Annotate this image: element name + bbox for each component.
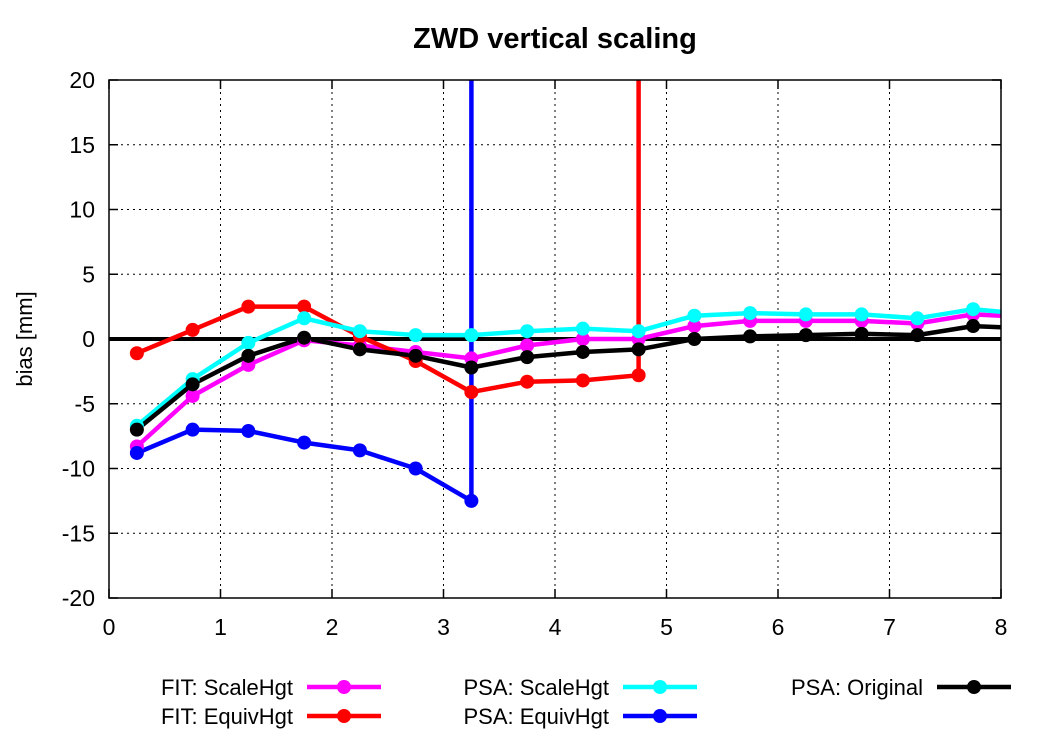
series-line — [135, 306, 1001, 428]
y-tick-label: -5 — [75, 391, 95, 417]
data-point — [408, 328, 423, 343]
legend-label: FIT: ScaleHgt — [161, 675, 293, 700]
legend-label: PSA: EquivHgt — [463, 704, 609, 729]
data-point — [687, 308, 702, 323]
data-point — [352, 342, 367, 357]
data-point — [910, 311, 925, 326]
data-point — [185, 422, 200, 437]
data-point — [910, 328, 925, 343]
data-point — [185, 322, 200, 337]
data-point — [352, 324, 367, 339]
data-point — [464, 385, 479, 400]
y-tick-label: 5 — [82, 261, 95, 287]
x-tick-label: 4 — [549, 614, 562, 640]
data-point — [631, 342, 646, 357]
data-point — [854, 307, 869, 322]
legend-label: PSA: Original — [791, 675, 923, 700]
data-point — [408, 461, 423, 476]
data-point — [408, 348, 423, 363]
y-tick-label: -15 — [62, 520, 95, 546]
data-point — [687, 332, 702, 346]
data-point — [241, 348, 256, 363]
data-point — [185, 388, 200, 403]
x-tick-label: 3 — [437, 614, 450, 640]
data-point — [854, 326, 869, 341]
x-tick-label: 0 — [103, 614, 116, 640]
x-tick-label: 1 — [214, 614, 227, 640]
legend-swatch-marker — [653, 680, 667, 694]
plot-frame — [108, 79, 1002, 599]
chart-title: ZWD vertical scaling — [413, 23, 697, 55]
y-tick-label: 20 — [69, 67, 95, 93]
x-tick-labels: 0 1 2 3 4 5 6 7 8 — [103, 614, 1008, 640]
data-point — [129, 445, 144, 460]
y-axis-label: bias [mm] — [12, 291, 37, 386]
data-point — [241, 423, 256, 438]
y-tick-label: 15 — [69, 132, 95, 158]
x-tick-label: 8 — [995, 614, 1008, 640]
data-point — [743, 329, 758, 344]
series-line — [136, 80, 641, 395]
legend-label: PSA: ScaleHgt — [463, 675, 609, 700]
data-point — [575, 332, 590, 346]
data-point — [520, 374, 535, 389]
data-point — [297, 435, 312, 450]
data-point — [297, 299, 312, 314]
data-point — [185, 377, 200, 392]
data-point — [966, 319, 981, 334]
data-point — [631, 368, 646, 383]
legend-label: FIT: EquivHgt — [161, 704, 293, 729]
data-point — [966, 302, 981, 317]
data-point — [575, 344, 590, 359]
y-tick-label: -10 — [62, 456, 95, 482]
x-tick-label: 2 — [326, 614, 339, 640]
data-point — [297, 330, 312, 345]
data-point — [464, 493, 479, 508]
legend-swatch-marker — [337, 709, 351, 723]
data-point — [631, 324, 646, 339]
data-point — [241, 335, 256, 350]
legend-swatch-marker — [967, 680, 981, 694]
data-point — [520, 350, 535, 365]
x-tick-label: 6 — [772, 614, 785, 640]
legend-swatch-marker — [653, 709, 667, 723]
data-point — [798, 328, 813, 343]
data-point — [464, 360, 479, 375]
data-point — [520, 338, 535, 353]
data-point — [575, 321, 590, 336]
data-point — [129, 422, 144, 437]
y-tick-label: 0 — [82, 326, 95, 352]
series-lines — [135, 80, 1001, 504]
data-point — [520, 324, 535, 339]
series-line — [136, 80, 474, 504]
data-point — [464, 328, 479, 343]
x-tick-label: 7 — [883, 614, 896, 640]
data-point — [575, 373, 590, 388]
y-tick-labels: -20 -15 -10 -5 0 5 10 15 20 — [62, 67, 95, 611]
series-points — [129, 299, 981, 508]
data-point — [241, 299, 256, 314]
data-point — [743, 306, 758, 321]
data-point — [129, 346, 144, 361]
data-point — [687, 319, 702, 334]
y-tick-label: -20 — [62, 585, 95, 611]
data-point — [798, 307, 813, 322]
data-point — [352, 443, 367, 458]
legend: FIT: ScaleHgt FIT: EquivHgt PSA: ScaleHgt P… — [161, 675, 1011, 729]
legend-swatch-marker — [337, 680, 351, 694]
x-tick-label: 5 — [660, 614, 673, 640]
data-point — [297, 311, 312, 326]
y-tick-label: 10 — [69, 197, 95, 223]
